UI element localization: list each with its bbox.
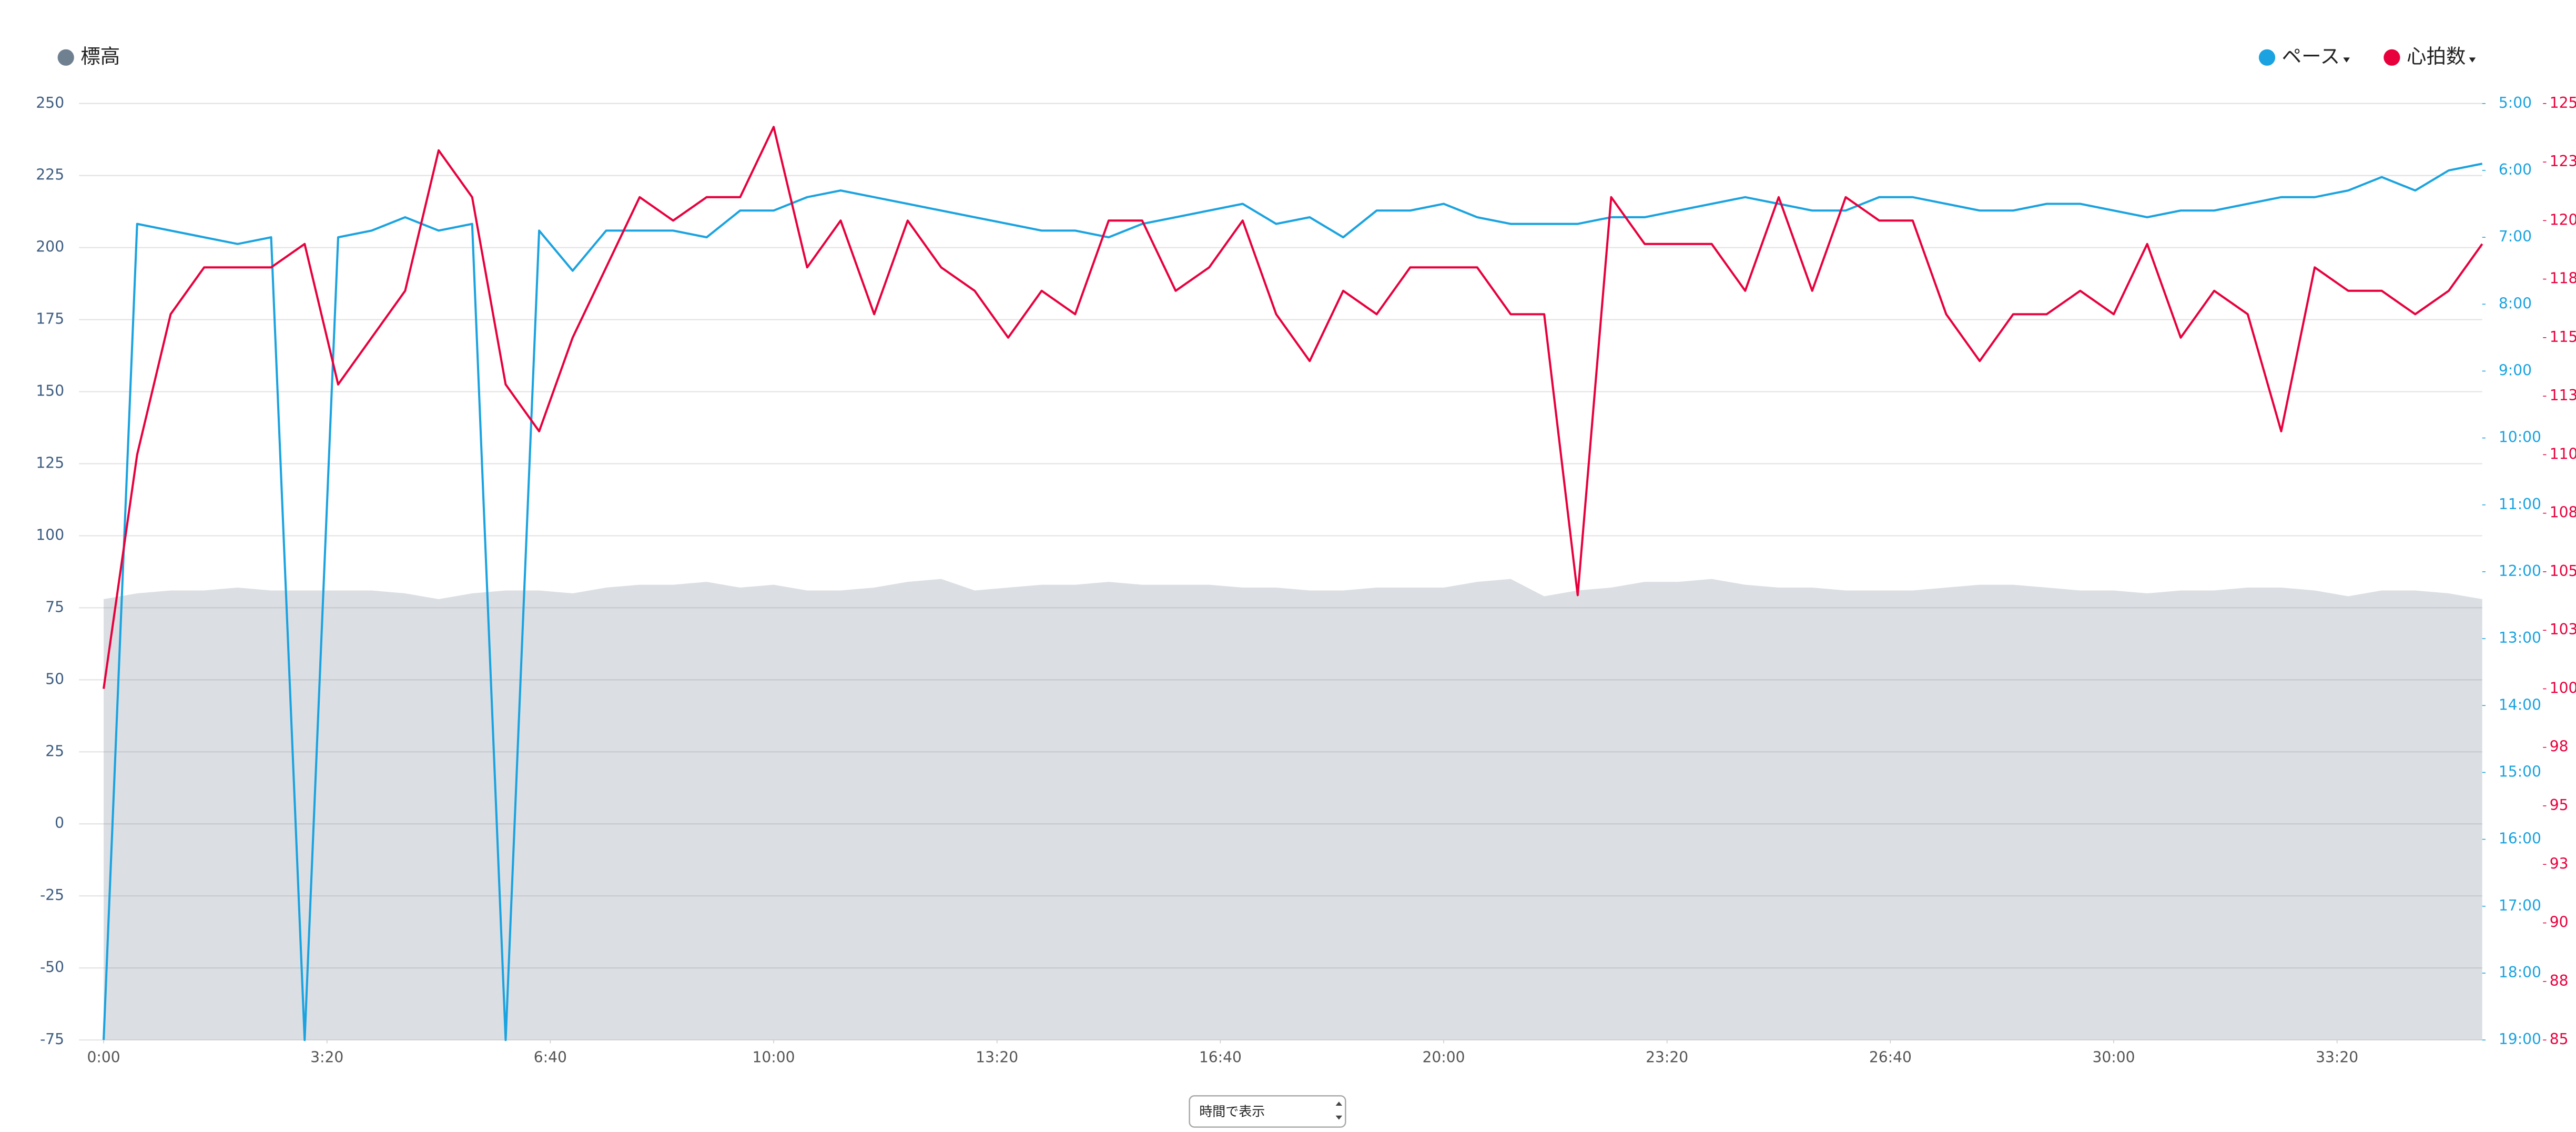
y2-tick-label: 9:00 bbox=[2499, 361, 2532, 379]
y-tick-label: 25 bbox=[45, 742, 64, 760]
y-tick-label: 125 bbox=[36, 454, 64, 472]
x-tick-label: 6:40 bbox=[534, 1048, 567, 1066]
legend-caret bbox=[2469, 57, 2476, 63]
x-tick-label: 30:00 bbox=[2092, 1048, 2135, 1066]
y2-tick-label: 17:00 bbox=[2499, 897, 2541, 914]
y2-tick-label: 11:00 bbox=[2499, 496, 2541, 513]
y3-tick-label: 120 bbox=[2550, 211, 2576, 228]
y2-tick-label: 8:00 bbox=[2499, 295, 2532, 312]
y3-tick-label: 100 bbox=[2550, 679, 2576, 696]
y3-tick-label: 98 bbox=[2550, 738, 2569, 755]
legend-item[interactable]: 心拍数 bbox=[2384, 45, 2476, 68]
y3-tick-label: 105 bbox=[2550, 562, 2576, 580]
x-tick-label: 20:00 bbox=[1423, 1048, 1465, 1066]
x-tick-label: 26:40 bbox=[1869, 1048, 1912, 1066]
y-tick-label: 100 bbox=[36, 526, 64, 543]
y-tick-label: -25 bbox=[40, 886, 64, 904]
x-tick-label: 10:00 bbox=[753, 1048, 795, 1066]
y2-tick-label: 16:00 bbox=[2499, 830, 2541, 847]
x-tick-label: 16:40 bbox=[1199, 1048, 1242, 1066]
plot bbox=[103, 126, 2483, 1042]
y3-tick-label: 90 bbox=[2550, 914, 2569, 931]
y-tick-label: -75 bbox=[40, 1030, 64, 1048]
y-tick-label: 225 bbox=[36, 166, 64, 184]
x-tick-label: 0:00 bbox=[87, 1048, 120, 1066]
y3-tick-label: 93 bbox=[2550, 855, 2569, 872]
y2-tick-label: 6:00 bbox=[2499, 161, 2532, 178]
y3-tick-label: 125 bbox=[2550, 94, 2576, 112]
y3-tick-label: 85 bbox=[2550, 1030, 2569, 1048]
y-tick-label: 0 bbox=[55, 814, 64, 832]
y2-tick-label: 12:00 bbox=[2499, 562, 2541, 580]
legend-item[interactable]: ペース bbox=[2258, 45, 2350, 68]
x-tick-label: 13:20 bbox=[976, 1048, 1018, 1066]
y2-tick-label: 14:00 bbox=[2499, 696, 2541, 713]
y3-tick-label: 113 bbox=[2550, 387, 2576, 404]
series-line bbox=[103, 163, 2483, 1042]
y-tick-label: 175 bbox=[36, 310, 64, 328]
y3-tick-label: 95 bbox=[2550, 796, 2569, 814]
select-arrows bbox=[1335, 1101, 1343, 1120]
legend-label: 標高 bbox=[80, 45, 120, 68]
y3-tick-label: 88 bbox=[2550, 972, 2569, 989]
y-tick-label: 250 bbox=[36, 94, 64, 112]
x-tick-label: 23:20 bbox=[1646, 1048, 1688, 1066]
legend-dot bbox=[2384, 49, 2400, 66]
y-tick-label: 150 bbox=[36, 382, 64, 400]
select-box[interactable] bbox=[1189, 1095, 1346, 1128]
y3-tick-label: 103 bbox=[2550, 621, 2576, 638]
y-tick-label: 50 bbox=[45, 670, 64, 688]
y-tick-label: 200 bbox=[36, 238, 64, 256]
y3-tick-label: 118 bbox=[2550, 270, 2576, 287]
y-tick-label: 75 bbox=[45, 598, 64, 615]
series-line bbox=[103, 126, 2483, 689]
y2-tick-label: 15:00 bbox=[2499, 763, 2541, 780]
legend-caret bbox=[2343, 57, 2350, 63]
legend-item[interactable]: 標高 bbox=[57, 45, 120, 68]
y2-tick-label: 18:00 bbox=[2499, 964, 2541, 981]
x-mode-select[interactable]: 時間で表示 bbox=[1189, 1095, 1346, 1128]
y2-tick-label: 7:00 bbox=[2499, 228, 2532, 245]
y2-tick-label: 13:00 bbox=[2499, 629, 2541, 646]
y-tick-label: -50 bbox=[40, 958, 64, 976]
y2-tick-label: 10:00 bbox=[2499, 429, 2541, 446]
legend-label: ペース bbox=[2282, 45, 2340, 68]
x-tick-label: 33:20 bbox=[2316, 1048, 2358, 1066]
y3-tick-label: 115 bbox=[2550, 328, 2576, 346]
elevation-area bbox=[104, 579, 2482, 1040]
y2-tick-label: 5:00 bbox=[2499, 94, 2532, 112]
select-label: 時間で表示 bbox=[1199, 1104, 1265, 1119]
legend-label: 心拍数 bbox=[2407, 45, 2466, 68]
y2-tick-label: 19:00 bbox=[2499, 1030, 2541, 1048]
legend-dot bbox=[2258, 49, 2276, 66]
legend-dot bbox=[57, 49, 74, 66]
y3-tick-label: 110 bbox=[2550, 445, 2576, 462]
x-tick-label: 3:20 bbox=[310, 1048, 343, 1066]
y3-tick-label: 108 bbox=[2550, 504, 2576, 521]
y3-tick-label: 123 bbox=[2550, 153, 2576, 170]
